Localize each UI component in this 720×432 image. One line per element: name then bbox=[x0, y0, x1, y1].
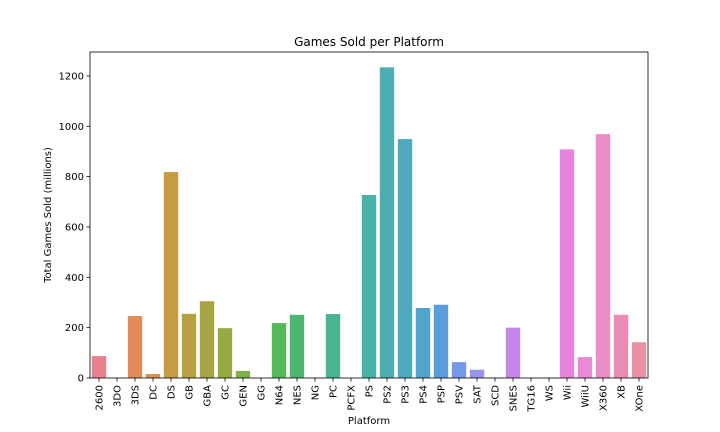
x-tick-label: XB bbox=[617, 385, 628, 399]
bar-pc bbox=[325, 314, 341, 378]
bar-wiiu bbox=[577, 357, 593, 378]
bar-ps3 bbox=[397, 139, 413, 378]
x-tick-label: SCD bbox=[491, 385, 502, 406]
y-axis-label: Total Games Sold (millions) bbox=[43, 147, 54, 284]
bar-psv bbox=[451, 362, 467, 378]
bar-gc bbox=[217, 328, 233, 378]
bar-x360 bbox=[595, 134, 611, 378]
x-tick-label: NG bbox=[311, 385, 322, 400]
bars-group bbox=[91, 67, 647, 379]
x-tick-label: NES bbox=[293, 385, 304, 405]
bar-dc bbox=[145, 373, 161, 378]
x-tick-label: X360 bbox=[599, 385, 610, 411]
x-tick-label: PCFX bbox=[347, 385, 358, 411]
bar-snes bbox=[505, 327, 521, 378]
x-tick-label: GEN bbox=[239, 385, 250, 407]
x-tick-label: PS3 bbox=[401, 385, 412, 404]
bar-gb bbox=[181, 313, 197, 378]
y-tick-label: 0 bbox=[78, 374, 84, 385]
x-tick-label: 2600 bbox=[95, 385, 106, 410]
bar-nes bbox=[289, 314, 305, 378]
x-axis: 2600 3DO 3DS DC DS GB GBA GC GEN GG N64 NES NG PC PCFX… bbox=[95, 378, 646, 413]
y-tick-label: 600 bbox=[65, 222, 84, 233]
x-tick-label: DS bbox=[167, 385, 178, 399]
bar-xb bbox=[613, 314, 629, 378]
y-axis: 0 200 400 600 800 1000 1200 bbox=[59, 71, 90, 385]
x-tick-label: WiiU bbox=[581, 385, 592, 408]
x-tick-label: SNES bbox=[509, 385, 520, 412]
x-tick-label: PC bbox=[329, 385, 340, 398]
bar-ps bbox=[361, 194, 377, 378]
x-axis-label: Platform bbox=[348, 416, 390, 427]
bar-psp bbox=[433, 304, 449, 378]
x-tick-label: PSV bbox=[455, 385, 466, 404]
bar-ps2 bbox=[379, 67, 395, 379]
y-tick-label: 800 bbox=[65, 172, 84, 183]
y-tick-label: 200 bbox=[65, 323, 84, 334]
x-tick-label: WS bbox=[545, 385, 556, 401]
bar-wii bbox=[559, 149, 575, 378]
x-tick-label: PS bbox=[365, 385, 376, 397]
x-tick-label: 3DO bbox=[113, 385, 124, 407]
x-tick-label: 3DS bbox=[131, 385, 142, 405]
x-tick-label: N64 bbox=[275, 385, 286, 405]
bar-3ds bbox=[127, 316, 143, 378]
y-tick-label: 1000 bbox=[59, 122, 84, 133]
bar-ps4 bbox=[415, 308, 431, 378]
plot-frame bbox=[89, 51, 649, 379]
x-tick-label: SAT bbox=[473, 384, 484, 404]
bar-gen bbox=[235, 370, 251, 378]
bar-sat bbox=[469, 369, 485, 378]
x-tick-label: Wii bbox=[563, 385, 574, 400]
chart-title: Games Sold per Platform bbox=[294, 35, 444, 49]
x-tick-label: GBA bbox=[203, 385, 214, 407]
bar-gba bbox=[199, 301, 215, 378]
x-tick-label: TG16 bbox=[527, 385, 538, 413]
bar-ds bbox=[163, 172, 179, 378]
x-tick-label: PS4 bbox=[419, 385, 430, 404]
x-tick-label: GB bbox=[185, 385, 196, 400]
x-tick-label: GC bbox=[221, 385, 232, 400]
bar-n64 bbox=[271, 323, 287, 378]
x-tick-label: DC bbox=[149, 385, 160, 400]
bar-xone bbox=[631, 342, 647, 378]
x-tick-label: XOne bbox=[635, 385, 646, 412]
bar-2600 bbox=[91, 356, 107, 378]
x-tick-label: PSP bbox=[437, 385, 448, 403]
x-tick-label: GG bbox=[257, 385, 268, 401]
y-tick-label: 400 bbox=[65, 273, 84, 284]
y-tick-label: 1200 bbox=[59, 71, 84, 82]
x-tick-label: PS2 bbox=[383, 385, 394, 404]
